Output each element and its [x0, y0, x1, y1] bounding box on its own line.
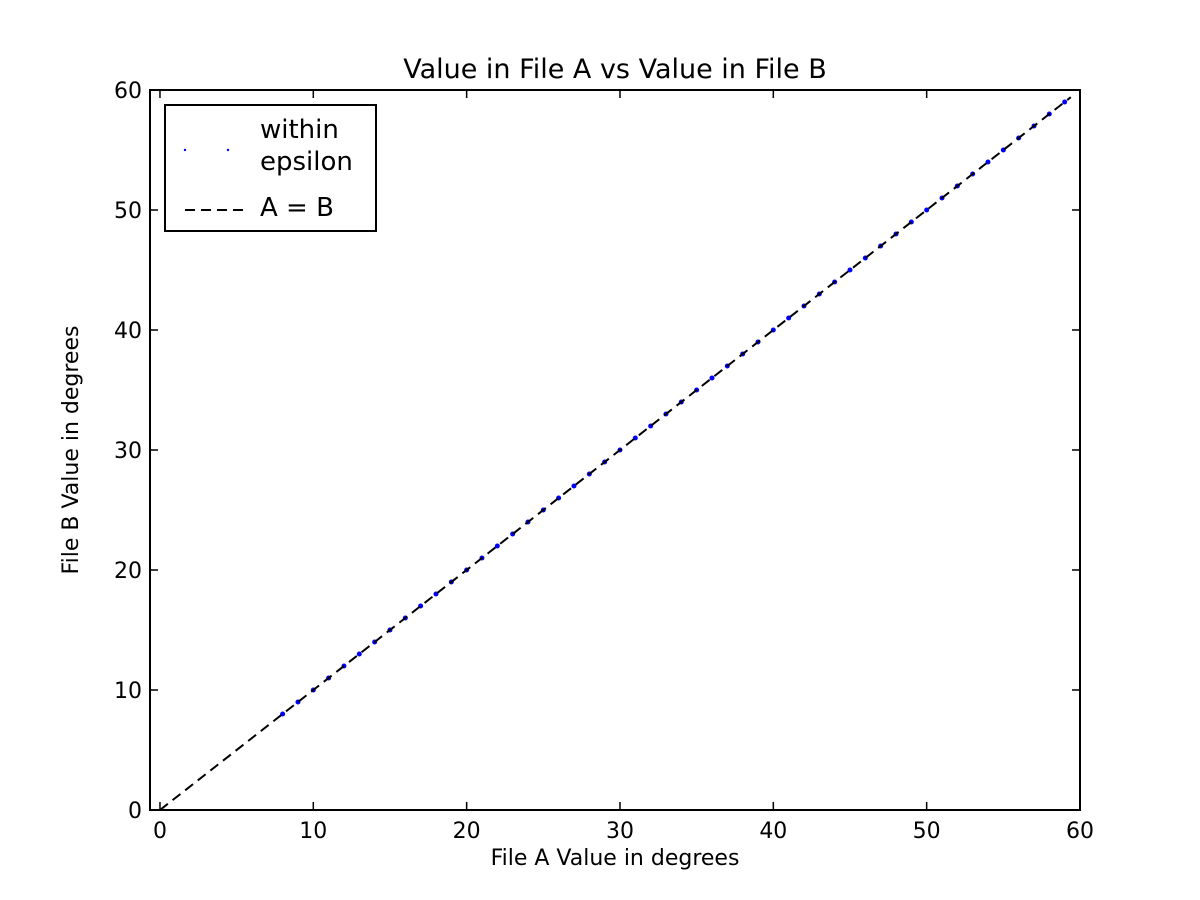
y-axis-label: File B Value in degrees [59, 326, 84, 575]
y-tick-label: 60 [114, 79, 142, 104]
x-tick-label: 60 [1066, 819, 1094, 844]
scatter-point [1062, 99, 1068, 105]
x-tick-label: 20 [453, 819, 481, 844]
x-tick-label: 0 [153, 819, 167, 844]
scatter-point [571, 483, 577, 489]
scatter-point [709, 375, 715, 381]
y-tick-label: 50 [114, 199, 142, 224]
scatter-point [924, 207, 930, 213]
legend-marker [226, 148, 230, 152]
plot-area [159, 96, 1072, 810]
x-tick-label: 50 [913, 819, 941, 844]
legend-label: A = B [260, 193, 334, 223]
scatter-point [280, 711, 286, 717]
y-tick-label: 0 [128, 799, 142, 824]
y-tick-label: 30 [114, 439, 142, 464]
x-axis-label: File A Value in degrees [491, 846, 740, 871]
x-tick-label: 10 [299, 819, 327, 844]
legend-box [164, 104, 377, 232]
chart-title: Value in File A vs Value in File B [403, 54, 827, 85]
scatter-point [847, 267, 853, 273]
y-tick-label: 10 [114, 679, 142, 704]
x-tick-label: 30 [606, 819, 634, 844]
legend-marker [183, 148, 187, 152]
y-tick-label: 20 [114, 559, 142, 584]
line [159, 96, 1072, 810]
y-tick-label: 40 [114, 319, 142, 344]
legend-label: within epsilon [260, 115, 353, 177]
scatter-point [356, 651, 362, 657]
scatter-point [494, 543, 500, 549]
x-tick-label: 40 [759, 819, 787, 844]
